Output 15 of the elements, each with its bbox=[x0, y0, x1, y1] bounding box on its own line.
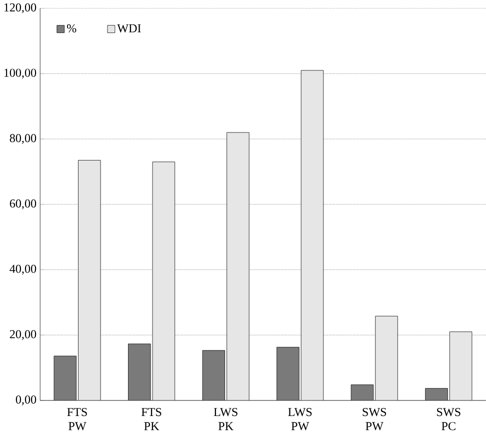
y-tick-label: 40,00 bbox=[10, 264, 36, 275]
x-tick-label: FTS PK bbox=[141, 408, 162, 430]
legend-label: WDI bbox=[117, 24, 141, 33]
x-tick-label: LWS PW bbox=[288, 408, 312, 430]
y-tick-label: 0,00 bbox=[16, 396, 36, 406]
legend-label: % bbox=[66, 24, 76, 33]
y-tick-label: 60,00 bbox=[10, 200, 36, 210]
y-tick-label: 120,00 bbox=[4, 4, 36, 14]
y-tick-label: 80,00 bbox=[10, 134, 36, 144]
x-tick-label: SWS PW bbox=[362, 408, 386, 430]
x-tick-label: LWS PK bbox=[214, 408, 238, 430]
x-tick-label: SWS PC bbox=[437, 408, 460, 430]
x-tick-label: FTS PW bbox=[67, 408, 87, 430]
y-tick-label: 100,00 bbox=[4, 68, 36, 79]
y-tick-label: 20,00 bbox=[10, 330, 36, 340]
